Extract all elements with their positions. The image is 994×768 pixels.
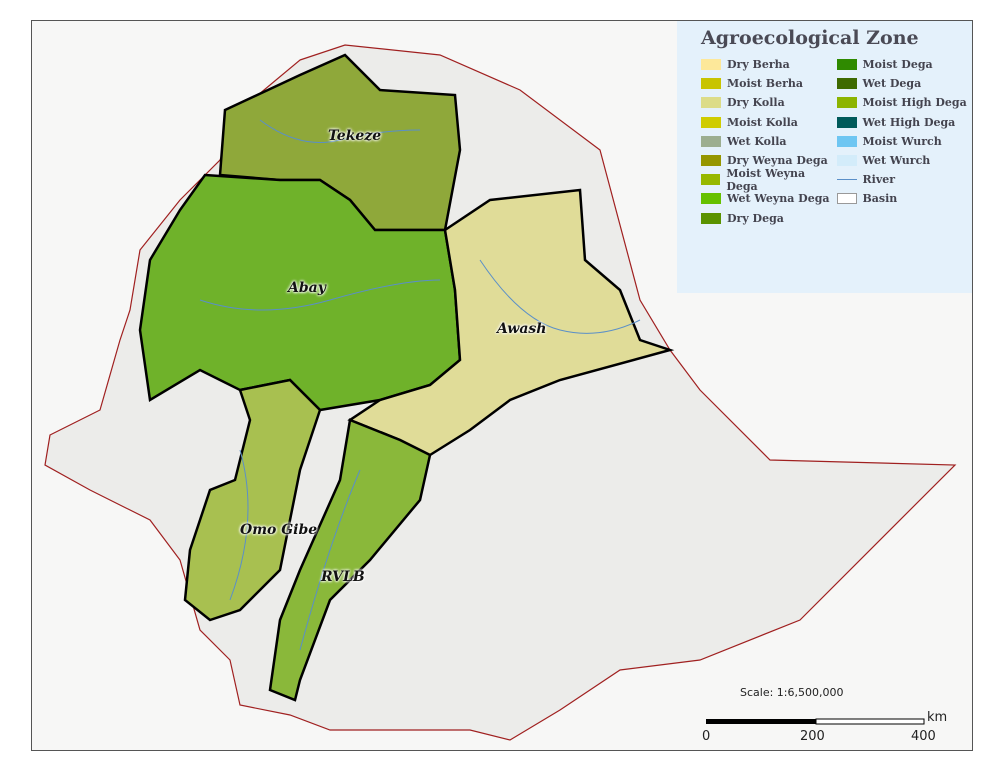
legend-swatch — [701, 97, 721, 109]
legend-item: Moist Weyna Dega — [701, 167, 837, 193]
legend-swatch — [701, 155, 721, 167]
legend-label: Basin — [862, 192, 898, 206]
basin-omo-gibe — [183, 378, 322, 622]
legend-item: Wet Dega — [836, 74, 973, 93]
legend-item: Dry Weyna Dega — [701, 151, 837, 170]
scale-bar-white — [815, 718, 925, 725]
legend-item: Moist High Dega — [836, 93, 973, 112]
legend-label: Dry Berha — [727, 58, 790, 72]
legend-label: Dry Dega — [727, 211, 784, 225]
legend-item: Moist Berha — [701, 74, 837, 93]
legend-swatch — [836, 135, 857, 147]
legend-swatch — [701, 116, 721, 128]
legend-item: Wet Wurch — [836, 151, 973, 170]
legend-item: Wet Weyna Dega — [701, 189, 837, 208]
legend-swatch — [836, 59, 857, 71]
label-tekeze: Tekeze — [328, 128, 382, 144]
legend-label: Moist Berha — [727, 77, 804, 91]
label-rvlb: RVLB — [321, 569, 365, 585]
label-awash: Awash — [497, 321, 547, 337]
legend-label: Dry Weyna Dega — [727, 154, 828, 168]
legend-item: River — [836, 170, 973, 189]
scale-text: Scale: 1:6,500,000 — [740, 686, 844, 699]
legend-swatch — [701, 193, 721, 205]
legend-label: Moist Kolla — [727, 115, 798, 129]
scale-tick: 400 — [911, 729, 936, 744]
legend-swatch — [836, 155, 857, 167]
scale-unit: km — [927, 710, 948, 725]
legend-label: Moist Dega — [862, 58, 933, 72]
legend-item: Moist Wurch — [836, 132, 973, 151]
legend-item: Dry Berha — [701, 55, 837, 74]
legend-label: Moist Wurch — [862, 134, 942, 148]
basin-rvlb — [268, 418, 432, 702]
legend: Agroecological Zone Dry Berha Moist Berha… — [677, 21, 972, 293]
rivers — [199, 119, 641, 651]
legend-swatch — [701, 59, 721, 71]
legend-swatch — [836, 179, 857, 181]
legend-item: Dry Kolla — [701, 93, 837, 112]
legend-label: Wet Wurch — [862, 154, 931, 168]
legend-swatch — [836, 97, 857, 109]
legend-swatch — [701, 212, 721, 224]
scale-tick: 0 — [702, 729, 711, 744]
legend-swatch — [836, 78, 857, 90]
legend-swatch — [701, 78, 721, 90]
legend-swatch — [836, 193, 857, 205]
legend-item: Basin — [836, 189, 973, 208]
legend-swatch — [836, 116, 857, 128]
legend-label: River — [862, 173, 896, 187]
legend-swatch — [701, 135, 721, 147]
label-abay: Abay — [288, 280, 326, 296]
legend-item: Dry Dega — [701, 209, 837, 228]
legend-item: Moist Dega — [836, 55, 973, 74]
legend-label: Dry Kolla — [727, 96, 785, 110]
legend-label: Wet High Dega — [862, 115, 956, 129]
basin-awash — [347, 188, 675, 457]
label-omo-gibe: Omo Gibe — [240, 522, 318, 538]
scale-tick: 200 — [800, 729, 825, 744]
legend-swatch — [701, 174, 721, 186]
legend-label: Wet Weyna Dega — [727, 192, 830, 206]
legend-label: Wet Kolla — [727, 134, 787, 148]
legend-item: Wet Kolla — [701, 132, 837, 151]
legend-title: Agroecological Zone — [701, 27, 919, 49]
legend-item: Wet High Dega — [836, 113, 973, 132]
scale-bar-black — [706, 719, 816, 724]
legend-label: Wet Dega — [862, 77, 922, 91]
legend-item: Moist Kolla — [701, 113, 837, 132]
legend-label: Moist High Dega — [862, 96, 967, 110]
legend-label: Moist Weyna Dega — [726, 166, 806, 193]
